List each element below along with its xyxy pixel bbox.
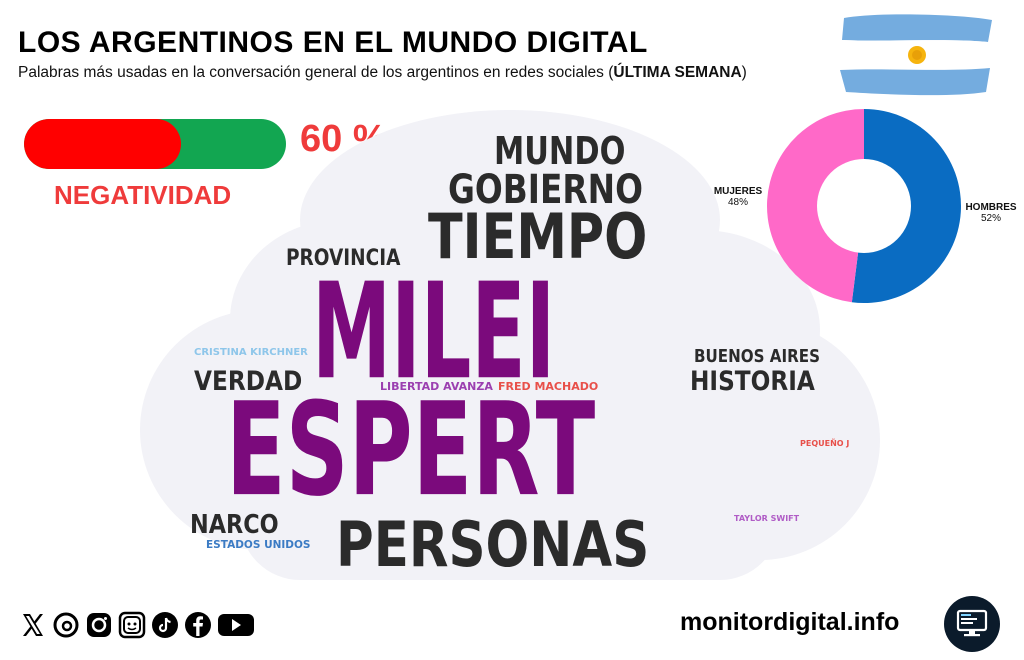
- subtitle-period: ÚLTIMA SEMANA: [613, 64, 742, 81]
- donut-label-mujeres-name: MUJERES: [713, 186, 763, 197]
- word-buenos-aires: BUENOS AIRES: [694, 346, 820, 367]
- word-libertad-avanza: LIBERTAD AVANZA: [380, 380, 493, 393]
- subtitle-close: ): [741, 64, 747, 81]
- word-cloud-background: [140, 110, 880, 580]
- negativity-bar: [24, 119, 286, 169]
- instagram-icon[interactable]: [84, 610, 114, 640]
- threads-icon[interactable]: [51, 610, 81, 640]
- donut-slice-mujeres: [766, 109, 864, 303]
- word-fred-machado: FRED MACHADO: [498, 380, 599, 393]
- word-provincia: PROVINCIA: [286, 246, 401, 271]
- negativity-label: NEGATIVIDAD: [54, 180, 232, 210]
- word-tiempo: TIEMPO: [428, 200, 648, 273]
- social-icons: [18, 608, 256, 642]
- word-mundo: MUNDO: [494, 129, 626, 173]
- donut-label-hombres-name: HOMBRES: [965, 202, 1017, 213]
- word-espert: ESPERT: [226, 375, 596, 526]
- word-milei: MILEI: [312, 254, 556, 409]
- word-estados-unidos: ESTADOS UNIDOS: [206, 539, 311, 551]
- gender-donut-chart: [766, 109, 961, 303]
- donut-label-mujeres-value: 48%: [727, 197, 748, 208]
- page-title: LOS ARGENTINOS EN EL MUNDO DIGITAL: [18, 26, 648, 59]
- tiktok-icon[interactable]: [150, 610, 180, 640]
- argentina-flag-icon: [840, 14, 992, 96]
- donut-label-hombres-value: 52%: [980, 213, 1001, 224]
- word-narco: NARCO: [190, 510, 279, 540]
- word-pequeno-j: PEQUEÑO J: [800, 439, 850, 448]
- x-icon[interactable]: [18, 610, 48, 640]
- word-cristina-kirchner: CRISTINA KIRCHNER: [194, 347, 308, 358]
- page-subtitle: Palabras más usadas en la conversación g…: [18, 64, 747, 82]
- word-personas: PERSONAS: [336, 508, 650, 581]
- monitor-icon: [944, 596, 1000, 652]
- lemon8-icon[interactable]: [117, 610, 147, 640]
- donut-label-mujeres: MUJERES 48%: [710, 186, 766, 208]
- word-verdad: VERDAD: [194, 366, 303, 397]
- site-url[interactable]: monitordigital.info: [680, 608, 900, 636]
- donut-hole: [817, 159, 911, 253]
- negativity-bar-fill: [24, 119, 182, 169]
- word-taylor-swift: TAYLOR SWIFT: [734, 514, 800, 523]
- word-gobierno: GOBIERNO: [448, 167, 644, 213]
- word-historia: HISTORIA: [690, 366, 815, 397]
- donut-label-hombres: HOMBRES 52%: [962, 202, 1020, 224]
- subtitle-text: Palabras más usadas en la conversación g…: [18, 64, 614, 81]
- facebook-icon[interactable]: [183, 610, 213, 640]
- youtube-icon[interactable]: [216, 610, 256, 640]
